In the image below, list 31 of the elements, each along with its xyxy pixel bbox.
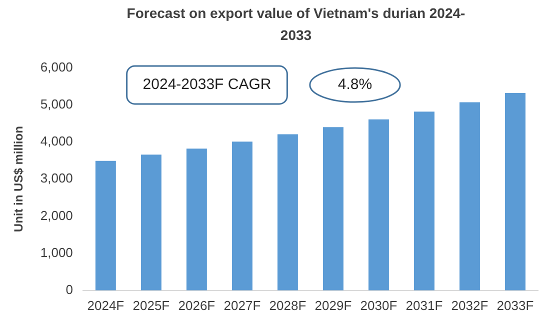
annotation: 2024-2033F CAGR	[142, 76, 272, 94]
y-tick-label: 5,000	[40, 96, 73, 112]
bar	[232, 142, 252, 290]
y-tick-label: 1,000	[40, 244, 73, 260]
bar	[322, 127, 344, 290]
annotation: 4.8%	[338, 76, 372, 94]
bar	[277, 134, 298, 290]
x-tick-label: 2031F	[406, 298, 443, 313]
bar	[95, 160, 116, 290]
bar	[186, 148, 207, 290]
x-tick-label: 2025F	[132, 298, 170, 313]
y-tick-label: 3,000	[40, 170, 73, 186]
x-tick-label: 2029F	[314, 298, 352, 313]
y-tick-label: 2,000	[40, 208, 73, 223]
bar	[368, 119, 389, 290]
y-axis-title: Unit in US$ million	[12, 126, 26, 232]
chart-title: Forecast on export value of Vietnam's durian 2024-2033	[126, 4, 466, 45]
bar	[414, 112, 434, 290]
x-tick-label: 2030F	[360, 298, 398, 313]
bar	[140, 154, 162, 290]
x-tick-label: 2032F	[451, 298, 488, 313]
x-tick-label: 2028F	[269, 298, 306, 313]
bar	[460, 102, 480, 290]
x-tick-label: 2026F	[178, 298, 216, 313]
x-tick-label: 2033F	[496, 298, 534, 313]
x-tick-label: 2024F	[87, 298, 124, 313]
y-tick-label: 0	[66, 282, 73, 297]
bar	[505, 93, 526, 290]
x-tick-label: 2027F	[224, 298, 261, 313]
y-tick-label: 6,000	[40, 59, 73, 74]
y-tick-label: 4,000	[40, 134, 73, 149]
